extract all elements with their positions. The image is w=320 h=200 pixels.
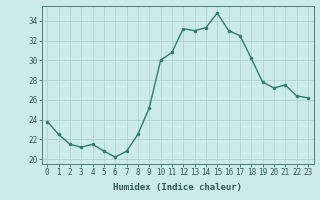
X-axis label: Humidex (Indice chaleur): Humidex (Indice chaleur): [113, 183, 242, 192]
